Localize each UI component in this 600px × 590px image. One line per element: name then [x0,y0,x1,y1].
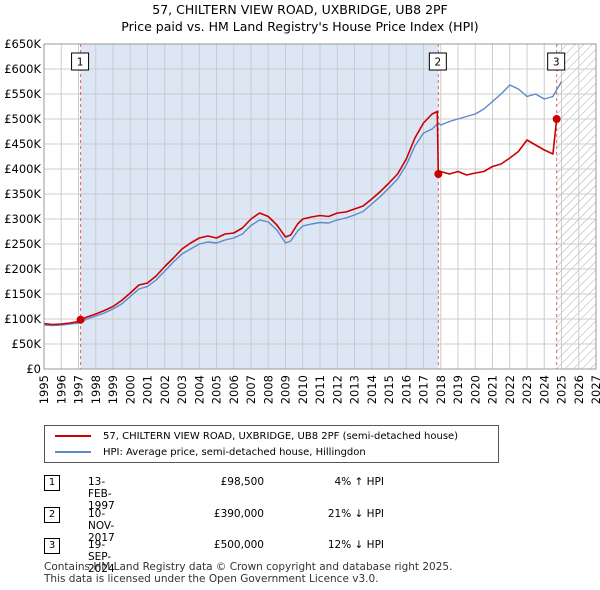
sale-price: £98,500 [220,476,264,488]
legend-item-property: 57, CHILTERN VIEW ROAD, UXBRIDGE, UB8 2P… [55,429,458,443]
sale-hpi-change: 12% ↓ HPI [327,539,384,551]
sale-price: £390,000 [213,508,264,520]
x-tick-label: 2025 [555,375,569,404]
x-tick-label: 2004 [192,375,206,404]
footer-copyright: Contains HM Land Registry data © Crown c… [44,561,453,573]
y-tick-label: £150K [4,287,41,301]
hpi-line [43,81,563,327]
sale-label-box [547,52,566,71]
property-price-line [43,110,558,326]
x-tick-label: 2016 [399,375,413,404]
x-tick-label: 1999 [106,375,120,404]
x-tick-label: 2010 [296,375,310,404]
x-tick-label: 2003 [175,375,189,404]
sale-date: 10-NOV-2017 [88,508,115,544]
x-tick-label: 2015 [382,375,396,404]
x-tick-label: 1997 [72,375,86,404]
x-tick-label: 2002 [158,375,172,404]
x-tick-label: 2014 [365,375,379,404]
y-tick-label: £100K [4,312,41,326]
x-tick-label: 2008 [261,375,275,404]
x-tick-label: 2024 [537,375,551,404]
sale-hpi-change: 4% ↑ HPI [334,476,384,488]
y-tick-label: £650K [4,37,41,51]
y-tick-label: £50K [12,337,42,351]
x-tick-label: 2022 [503,375,517,404]
legend-swatch-property [55,435,91,437]
y-tick-label: £0 [26,362,41,376]
x-tick-label: 1998 [89,375,103,404]
x-tick-label: 2005 [210,375,224,404]
x-tick-label: 2001 [141,375,155,404]
x-tick-label: 2009 [279,375,293,404]
legend-item-hpi: HPI: Average price, semi-detached house,… [55,445,366,459]
x-tick-label: 2013 [348,375,362,404]
x-tick-label: 2026 [572,375,586,404]
price-chart: £0 £50K £100K £150K £200K £250K £300K £350K £400… [4,37,600,404]
sale-number-badge: 2 [44,507,60,523]
x-tick-label: 2011 [313,375,327,404]
y-tick-label: £500K [4,112,41,126]
chart-title: 57, CHILTERN VIEW ROAD, UXBRIDGE, UB8 2P… [152,2,448,17]
legend: 57, CHILTERN VIEW ROAD, UXBRIDGE, UB8 2P… [44,425,499,463]
x-tick-label: 2000 [123,375,137,404]
x-tick-label: 2023 [520,375,534,404]
x-tick-label: 1996 [54,375,68,404]
y-tick-label: £400K [4,162,41,176]
sale-label-box [71,52,90,71]
ownership-shade [80,44,439,369]
legend-label-property: 57, CHILTERN VIEW ROAD, UXBRIDGE, UB8 2P… [103,430,459,442]
sale-point [552,115,561,123]
plot-border [43,43,597,370]
sale-label-number: 3 [553,57,560,69]
x-tick-label: 2021 [486,375,500,404]
y-tick-label: £250K [4,237,41,251]
sale-date: 13-FEB-1997 [88,476,115,512]
forecast-hatch [556,44,596,369]
x-tick-label: 2006 [227,375,241,404]
x-tick-label: 2018 [434,375,448,404]
chart-subtitle: Price paid vs. HM Land Registry's House … [121,19,479,34]
sale-label-number: 1 [77,57,84,69]
footer-licence: This data is licensed under the Open Gov… [44,573,379,585]
sale-number-badge: 3 [44,538,60,554]
sale-hpi-change: 21% ↓ HPI [327,508,384,520]
sale-point [434,170,443,178]
sale-date: 19-SEP-2024 [88,539,115,575]
x-tick-label: 1995 [37,375,51,404]
x-tick-label: 2020 [468,375,482,404]
legend-swatch-hpi [55,451,91,453]
x-tick-label: 2007 [244,375,258,404]
x-tick-label: 2012 [330,375,344,404]
x-tick-label: 2027 [589,375,600,404]
sale-point [76,315,85,324]
x-tick-label: 2017 [417,375,431,404]
x-tick-label: 2019 [451,375,465,404]
legend-label-hpi: HPI: Average price, semi-detached house,… [103,446,366,458]
y-tick-label: £600K [4,62,41,76]
y-tick-label: £550K [4,87,41,101]
y-tick-label: £450K [4,137,41,151]
sale-label-box [428,52,447,71]
y-tick-label: £200K [4,262,41,276]
sale-label-number: 2 [434,57,441,69]
y-tick-label: £350K [4,187,41,201]
y-tick-label: £300K [4,212,41,226]
sale-number-badge: 1 [44,475,60,491]
sale-price: £500,000 [213,539,264,551]
